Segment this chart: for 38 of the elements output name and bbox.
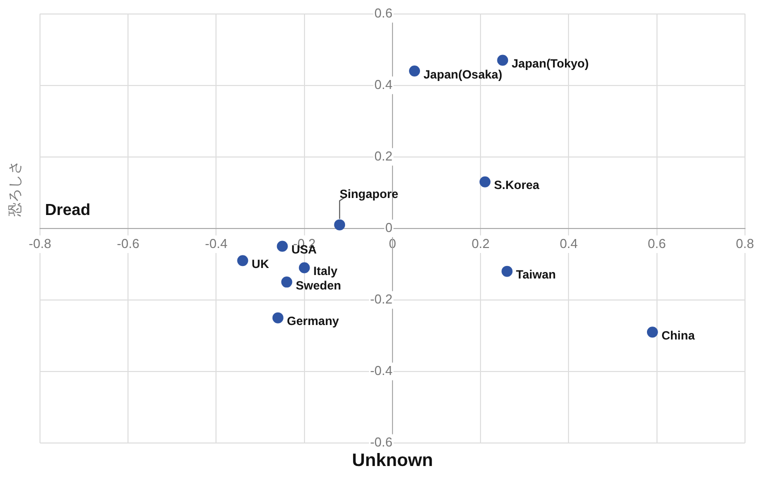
point xyxy=(237,255,248,266)
point xyxy=(272,312,284,324)
x-tick-label: 0.6 xyxy=(648,236,666,251)
point xyxy=(497,54,508,66)
x-tick-label: -0.8 xyxy=(28,236,52,251)
point xyxy=(409,66,420,77)
x-tick-label: -0.4 xyxy=(205,236,228,251)
y-tick-label: -0.6 xyxy=(370,434,392,450)
y-tick-label: 0 xyxy=(385,220,392,235)
series-label: Japan(Tokyo) xyxy=(512,56,589,71)
x-tick-label: -0.6 xyxy=(116,236,140,251)
series-label: Sweden xyxy=(296,278,342,292)
y-tick-label: -0.4 xyxy=(370,363,392,378)
y-axis-title: 恐ろしさ xyxy=(8,160,24,218)
y-tick-label: 0.6 xyxy=(374,5,392,20)
point xyxy=(276,240,288,252)
y-tick-label: -0.2 xyxy=(370,292,392,307)
series-label: S.Korea xyxy=(494,178,540,192)
series-label: Japan(Osaka) xyxy=(424,67,502,82)
x-tick-label: 0.4 xyxy=(560,236,578,251)
point xyxy=(334,219,346,230)
series-label: Germany xyxy=(286,314,340,328)
annotation: Dread xyxy=(45,202,90,219)
point xyxy=(646,326,658,338)
x-axis-title: Unknown xyxy=(352,450,433,470)
series-label: Italy xyxy=(313,264,338,278)
x-tick-label: 0.2 xyxy=(472,236,490,251)
point xyxy=(502,266,513,277)
point xyxy=(480,176,491,188)
point xyxy=(298,262,310,274)
series-label: Singapore xyxy=(340,187,399,202)
series-label: Taiwan xyxy=(516,268,556,282)
series-label: China xyxy=(661,328,696,342)
y-tick-label: 0.4 xyxy=(374,76,392,92)
series-label: UK xyxy=(252,256,270,271)
y-tick-label: 0.2 xyxy=(374,148,392,164)
x-tick-label: 0.8 xyxy=(736,236,754,251)
point xyxy=(281,276,292,288)
